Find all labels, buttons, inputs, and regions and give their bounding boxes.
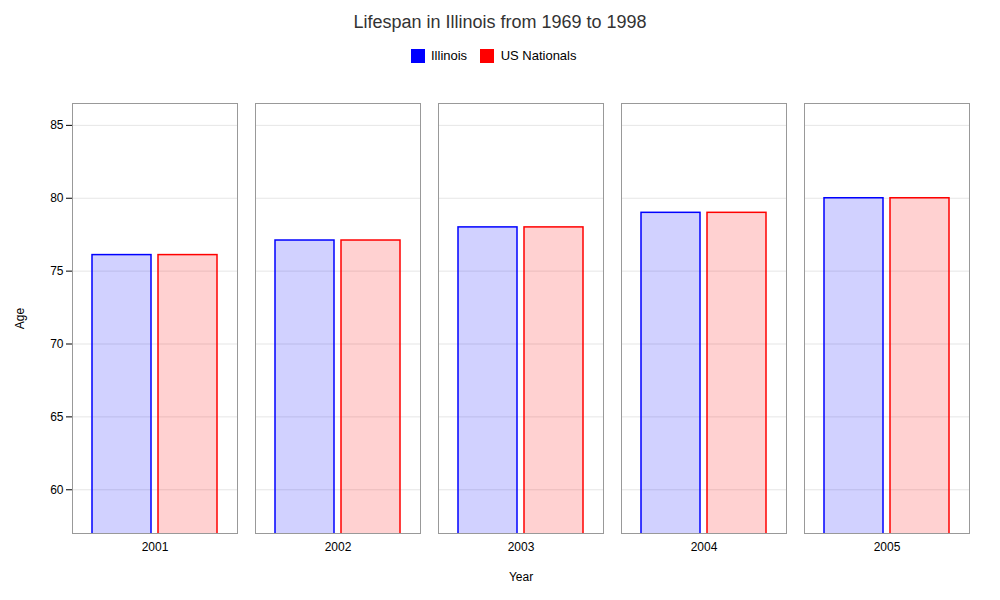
html-text:Illinois: Illinois bbox=[431, 48, 468, 63]
svg-text:2003: 2003 bbox=[508, 540, 535, 554]
svg-text:2002: 2002 bbox=[325, 540, 352, 554]
html-text:Lifespan in Illinois from 1969: Lifespan in Illinois from 1969 to 1998 bbox=[353, 12, 647, 32]
svg-text:85: 85 bbox=[50, 118, 64, 132]
html-text:US Nationals: US Nationals bbox=[500, 48, 577, 63]
svg-text:2004: 2004 bbox=[691, 540, 718, 554]
svg-text:60: 60 bbox=[50, 482, 64, 496]
svg-text:75: 75 bbox=[50, 263, 64, 277]
svg-text:70: 70 bbox=[50, 336, 64, 350]
svg-text:Year: Year bbox=[509, 569, 533, 583]
svg-text:65: 65 bbox=[50, 409, 64, 423]
svg-text:Age: Age bbox=[13, 307, 27, 329]
svg-text:2001: 2001 bbox=[142, 540, 169, 554]
svg-text:80: 80 bbox=[50, 191, 64, 205]
svg-text:2005: 2005 bbox=[874, 540, 901, 554]
